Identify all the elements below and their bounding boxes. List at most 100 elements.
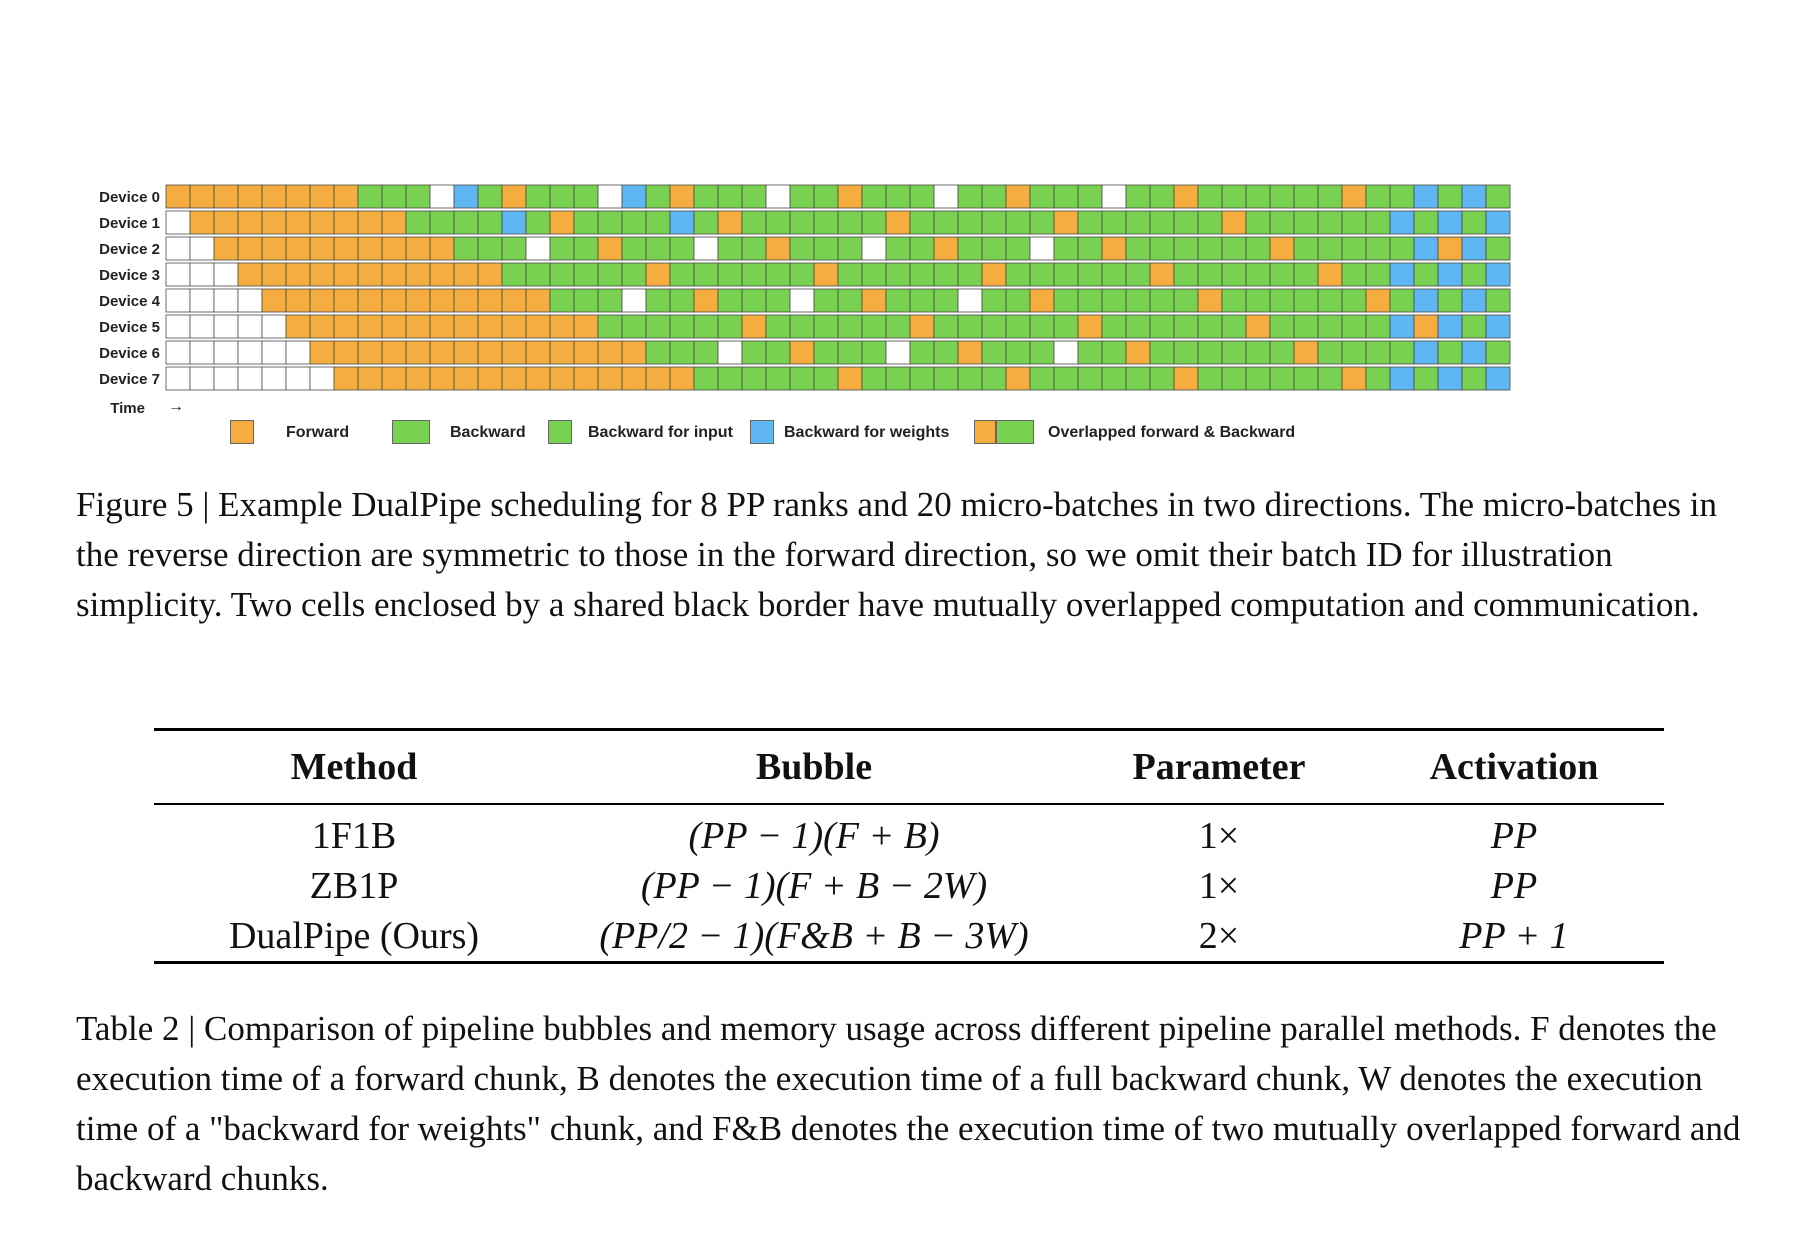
schedule-cell <box>1053 366 1079 391</box>
schedule-cell <box>669 184 695 209</box>
schedule-cell <box>621 184 647 209</box>
schedule-cell <box>813 184 839 209</box>
schedule-cell <box>621 288 647 313</box>
schedule-cell <box>285 340 311 365</box>
schedule-cell <box>813 366 839 391</box>
schedule-cell <box>1461 314 1487 339</box>
schedule-cell <box>429 262 455 287</box>
schedule-cell <box>789 366 815 391</box>
schedule-cell <box>405 184 431 209</box>
schedule-cell <box>453 288 479 313</box>
schedule-cell <box>1197 366 1223 391</box>
time-arrow-icon: → <box>168 398 184 415</box>
schedule-cell <box>597 366 623 391</box>
schedule-cell <box>813 210 839 235</box>
schedule-cell <box>741 314 767 339</box>
schedule-cell <box>477 210 503 235</box>
schedule-cell <box>1077 210 1103 235</box>
schedule-cell <box>1269 366 1295 391</box>
schedule-cell <box>213 288 239 313</box>
schedule-cell <box>837 314 863 339</box>
schedule-cell <box>1269 184 1295 209</box>
forward-swatch <box>230 420 254 444</box>
schedule-cell <box>861 236 887 261</box>
schedule-cell <box>573 184 599 209</box>
schedule-cell <box>1293 314 1319 339</box>
schedule-cell <box>981 210 1007 235</box>
schedule-cell <box>261 366 287 391</box>
schedule-cell <box>837 184 863 209</box>
schedule-cell <box>693 262 719 287</box>
schedule-cell <box>501 314 527 339</box>
schedule-cell <box>453 366 479 391</box>
schedule-cell <box>885 366 911 391</box>
schedule-cell <box>1221 210 1247 235</box>
schedule-cell <box>549 340 575 365</box>
schedule-cell <box>1293 288 1319 313</box>
schedule-cell <box>573 262 599 287</box>
schedule-cell <box>861 262 887 287</box>
schedule-cell <box>621 340 647 365</box>
schedule-cell <box>1221 314 1247 339</box>
schedule-cell <box>1437 236 1463 261</box>
schedule-cell <box>1365 314 1391 339</box>
schedule-cell <box>381 366 407 391</box>
schedule-cell <box>1053 184 1079 209</box>
schedule-cell <box>549 314 575 339</box>
schedule-cell <box>1221 262 1247 287</box>
schedule-cell <box>333 288 359 313</box>
schedule-cell <box>717 340 743 365</box>
schedule-cell <box>213 340 239 365</box>
schedule-cell <box>645 288 671 313</box>
schedule-cell <box>1485 184 1511 209</box>
schedule-cell <box>981 314 1007 339</box>
schedule-cell <box>1101 262 1127 287</box>
schedule-cell <box>813 236 839 261</box>
schedule-cell <box>909 288 935 313</box>
schedule-cell <box>381 340 407 365</box>
schedule-cell <box>405 340 431 365</box>
schedule-cell <box>261 340 287 365</box>
schedule-cell <box>981 236 1007 261</box>
schedule-cell <box>477 236 503 261</box>
schedule-cell <box>1173 262 1199 287</box>
schedule-cell <box>1317 236 1343 261</box>
schedule-cell <box>1077 314 1103 339</box>
schedule-cell <box>549 184 575 209</box>
schedule-cell <box>813 340 839 365</box>
schedule-cell <box>1413 184 1439 209</box>
schedule-cell <box>213 314 239 339</box>
schedule-cell <box>549 288 575 313</box>
schedule-cell <box>885 236 911 261</box>
schedule-cell <box>1245 262 1271 287</box>
schedule-cell <box>957 366 983 391</box>
schedule-cell <box>645 210 671 235</box>
schedule-cell <box>1125 366 1151 391</box>
schedule-cell <box>1005 340 1031 365</box>
header-bubble: Bubble <box>554 728 1074 805</box>
schedule-cell <box>1125 288 1151 313</box>
schedule-cell <box>525 262 551 287</box>
schedule-cell <box>573 314 599 339</box>
schedule-cell <box>237 210 263 235</box>
schedule-cell <box>381 184 407 209</box>
schedule-cell <box>477 262 503 287</box>
schedule-cell <box>501 340 527 365</box>
schedule-cell <box>693 236 719 261</box>
schedule-cell <box>165 236 191 261</box>
schedule-cell <box>765 366 791 391</box>
schedule-cell <box>717 184 743 209</box>
schedule-cell <box>693 288 719 313</box>
schedule-cell <box>1485 236 1511 261</box>
schedule-cell <box>717 262 743 287</box>
schedule-cell <box>909 210 935 235</box>
schedule-cell <box>573 288 599 313</box>
schedule-cell <box>1005 366 1031 391</box>
schedule-cell <box>1365 184 1391 209</box>
schedule-cell <box>237 340 263 365</box>
schedule-cell <box>357 340 383 365</box>
schedule-cell <box>1437 314 1463 339</box>
device-label: Device 0 <box>99 189 160 206</box>
figure-caption: Figure 5 | Example DualPipe scheduling f… <box>76 485 1717 624</box>
schedule-cell <box>645 314 671 339</box>
